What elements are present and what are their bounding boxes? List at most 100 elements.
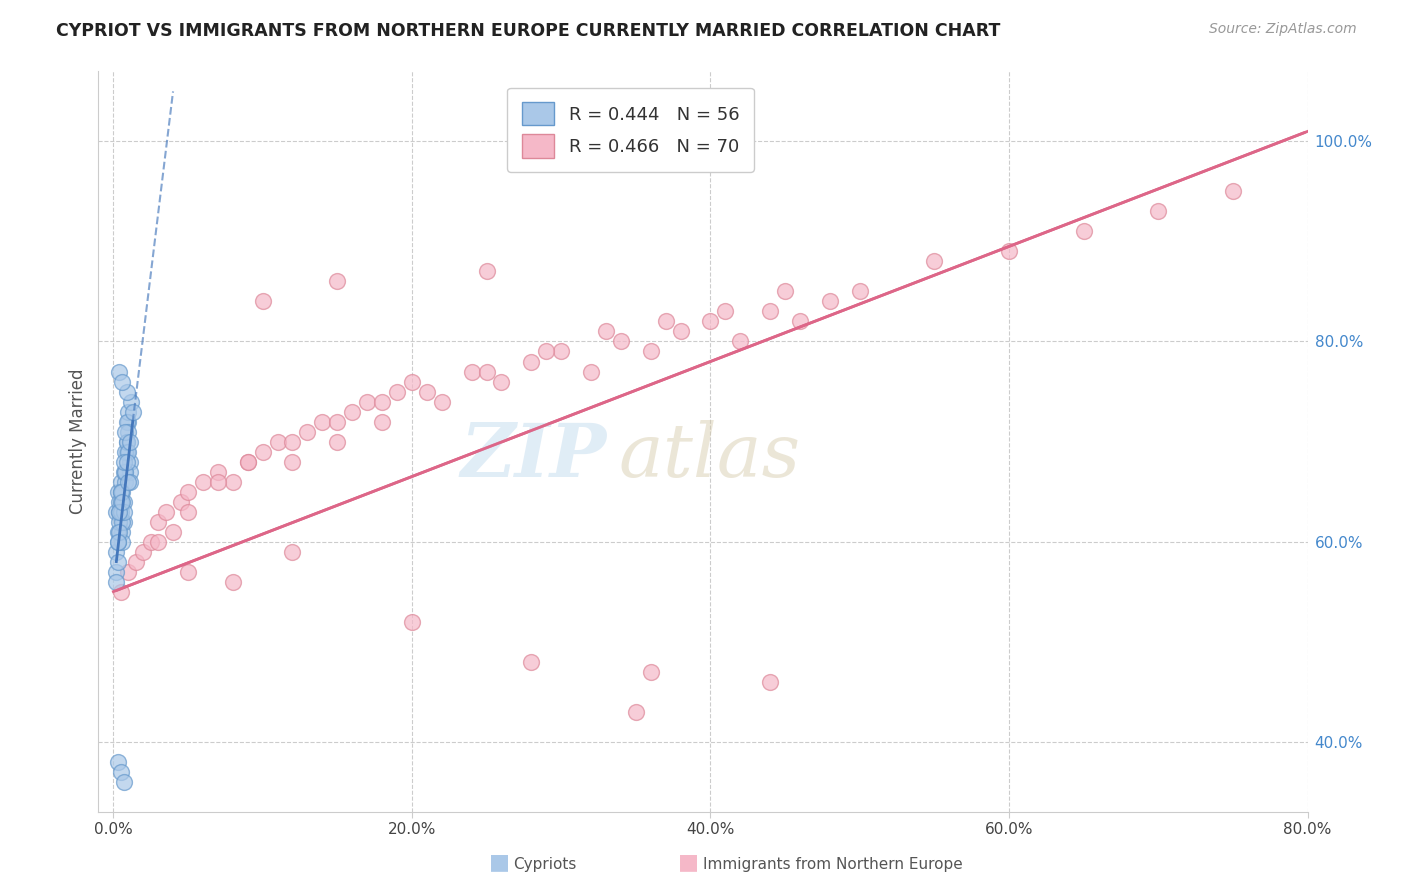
Point [105,574,128,589]
Point [699,314,721,328]
Point [536,344,558,359]
Legend: R = 0.444   N = 56, R = 0.466   N = 70: R = 0.444 N = 56, R = 0.466 N = 70 [508,87,754,172]
Point [107,534,129,549]
Point [252,294,274,309]
Point [108,505,131,519]
Point [112,494,135,508]
Point [107,755,129,769]
Point [110,584,132,599]
Y-axis label: Currently Married: Currently Married [69,368,87,515]
Point [491,375,513,389]
Point [460,364,482,378]
Point [107,555,129,569]
Point [326,415,349,429]
Point [107,524,129,539]
Point [236,454,259,468]
Point [107,534,129,549]
Point [191,475,214,489]
Text: Source: ZipAtlas.com: Source: ZipAtlas.com [1209,22,1357,37]
Point [111,524,134,539]
Point [759,674,782,689]
Point [117,425,139,439]
Point [579,364,602,378]
Point [114,465,136,479]
Point [416,384,439,399]
Point [177,505,200,519]
Point [281,454,304,468]
Point [311,415,333,429]
Point [117,404,139,418]
Point [730,334,752,349]
Point [475,264,498,278]
Point [401,375,423,389]
Point [385,384,408,399]
Point [1222,185,1244,199]
Point [654,314,676,328]
Point [340,404,363,418]
Point [714,304,737,318]
Point [207,465,229,479]
Point [146,515,169,529]
Point [624,705,647,719]
Point [475,364,498,378]
Point [111,515,134,529]
Point [114,425,136,439]
Point [520,655,543,669]
Point [848,285,870,299]
Point [610,334,633,349]
Point [356,394,378,409]
Point [177,565,200,579]
Point [371,415,394,429]
Point [371,394,394,409]
Point [110,475,132,489]
Point [121,404,143,418]
Point [222,475,245,489]
Point [207,475,229,489]
Point [1073,224,1095,238]
Point [1147,204,1170,219]
Point [110,494,132,508]
Point [114,444,136,458]
Text: CYPRIOT VS IMMIGRANTS FROM NORTHERN EUROPE CURRENTLY MARRIED CORRELATION CHART: CYPRIOT VS IMMIGRANTS FROM NORTHERN EURO… [56,22,1001,40]
Point [111,494,134,508]
Point [108,494,131,508]
Point [326,434,349,449]
Point [297,425,319,439]
Text: ■: ■ [679,853,699,872]
Point [117,475,139,489]
Point [281,544,304,558]
Point [112,465,135,479]
Point [520,354,543,368]
Point [222,574,245,589]
Point [110,764,132,779]
Point [108,524,131,539]
Point [114,465,136,479]
Point [105,544,128,558]
Text: ZIP: ZIP [460,420,606,492]
Text: atlas: atlas [619,420,800,492]
Point [924,254,946,268]
Point [112,454,135,468]
Point [115,454,138,468]
Point [640,344,662,359]
Point [118,434,141,449]
Point [266,434,288,449]
Text: Cypriots: Cypriots [513,857,576,872]
Text: Immigrants from Northern Europe: Immigrants from Northern Europe [703,857,963,872]
Point [139,534,162,549]
Point [112,515,135,529]
Text: ■: ■ [489,853,509,872]
Point [252,444,274,458]
Point [117,444,139,458]
Point [789,314,811,328]
Point [107,484,129,499]
Point [111,484,134,499]
Point [640,665,662,679]
Point [115,434,138,449]
Point [112,774,135,789]
Point [108,505,131,519]
Point [326,275,349,289]
Point [120,394,142,409]
Point [669,325,692,339]
Point [115,384,138,399]
